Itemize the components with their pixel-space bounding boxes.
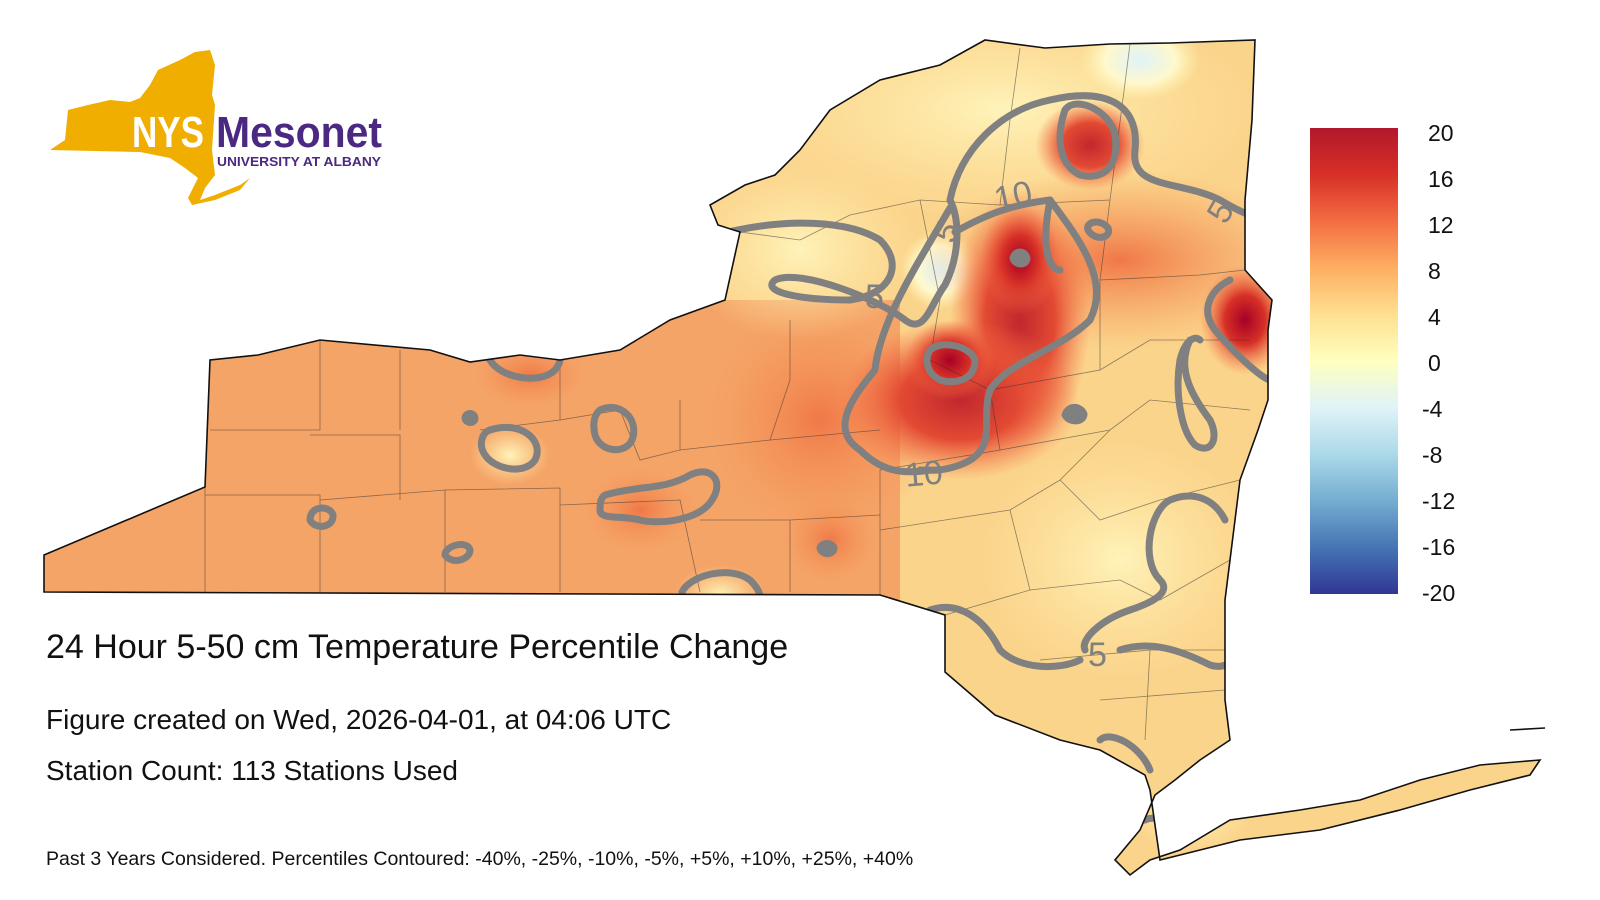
contour-label: 5 <box>865 278 884 316</box>
percentile-contours <box>306 92 1274 839</box>
colorbar-tick: 12 <box>1428 212 1454 238</box>
map-title: 24 Hour 5-50 cm Temperature Percentile C… <box>46 628 789 666</box>
colorbar-tick: -8 <box>1422 442 1443 468</box>
nys-mesonet-logo: NYS Mesonet UNIVERSITY AT ALBANY <box>50 50 382 205</box>
footnote: Past 3 Years Considered. Percentiles Con… <box>46 848 914 870</box>
colorbar-tick: -12 <box>1422 488 1456 514</box>
colorbar-tick: 8 <box>1428 258 1441 284</box>
colorbar-tick: -4 <box>1422 396 1443 422</box>
colorbar-tick: -16 <box>1422 534 1456 560</box>
state-outline <box>43 39 1542 877</box>
contour-label: 10 <box>903 454 944 495</box>
logo-name: Mesonet <box>216 108 382 157</box>
logo-abbr: NYS <box>132 108 204 157</box>
colorbar-tick: 20 <box>1428 120 1454 146</box>
island-outline <box>1509 727 1546 731</box>
logo-subtitle: UNIVERSITY AT ALBANY <box>217 154 381 169</box>
contour-label: 5 <box>1088 636 1107 674</box>
colorbar <box>1310 128 1398 594</box>
colorbar-tick: 16 <box>1428 166 1454 192</box>
colorbar-tick: 0 <box>1428 350 1441 376</box>
ny-state-silhouette <box>50 50 250 205</box>
station-count: Station Count: 113 Stations Used <box>46 755 458 786</box>
colorbar-tick: -20 <box>1422 580 1456 606</box>
contour-label: 10 <box>991 174 1036 219</box>
created-timestamp: Figure created on Wed, 2026-04-01, at 04… <box>46 704 672 735</box>
colorbar-tick: 4 <box>1428 304 1441 330</box>
